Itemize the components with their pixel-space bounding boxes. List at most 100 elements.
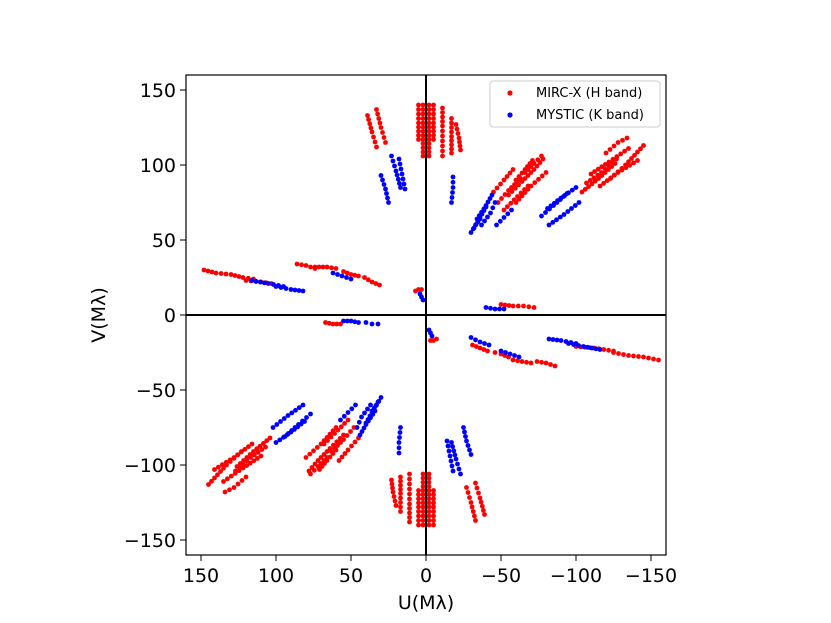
data-point: [327, 431, 333, 437]
data-point: [303, 263, 309, 268]
data-point: [516, 196, 522, 202]
data-point: [316, 264, 322, 270]
data-point: [426, 128, 432, 134]
data-point: [354, 425, 360, 430]
data-point: [307, 451, 313, 457]
data-point: [324, 449, 330, 454]
data-point: [450, 185, 456, 190]
data-point: [473, 337, 478, 343]
data-point: [303, 455, 309, 460]
data-point: [369, 129, 375, 135]
data-point: [420, 488, 426, 493]
data-point: [470, 342, 475, 348]
data-point: [239, 478, 245, 483]
data-point: [320, 264, 326, 270]
data-point: [304, 415, 309, 420]
data-point: [209, 269, 215, 275]
data-point: [431, 522, 436, 528]
data-point: [498, 181, 503, 187]
data-point: [610, 156, 616, 162]
data-point: [528, 164, 534, 169]
data-point: [426, 137, 432, 142]
data-point: [521, 303, 526, 309]
data-point: [555, 198, 560, 204]
data-point: [407, 496, 412, 502]
data-point: [449, 440, 454, 445]
data-point: [420, 496, 426, 502]
data-point: [455, 461, 460, 467]
data-point: [420, 149, 426, 155]
data-point: [321, 458, 327, 463]
legend-marker-mirc-x: [507, 90, 513, 96]
data-point: [420, 471, 426, 477]
data-point: [376, 116, 382, 121]
data-point: [342, 421, 347, 426]
data-point: [407, 519, 412, 525]
data-point: [378, 173, 384, 178]
y-tick-label: 150: [140, 80, 176, 102]
data-point: [324, 455, 330, 460]
data-point: [407, 491, 412, 497]
data-point: [377, 282, 382, 288]
data-point: [426, 102, 432, 108]
data-point: [449, 138, 454, 144]
data-point: [477, 216, 483, 222]
data-point: [333, 266, 339, 271]
data-point: [582, 186, 588, 192]
data-point: [444, 438, 450, 444]
data-point: [334, 321, 340, 327]
data-point: [420, 513, 426, 519]
data-point: [472, 513, 477, 519]
data-point: [384, 191, 389, 196]
zero-lines: [186, 75, 666, 555]
data-point: [255, 456, 260, 461]
data-point: [308, 264, 313, 270]
data-point: [338, 321, 343, 327]
y-tick-label: −100: [124, 455, 176, 477]
data-point: [501, 207, 507, 213]
data-point: [227, 459, 233, 464]
data-point: [281, 416, 287, 421]
data-point: [449, 129, 454, 135]
data-point: [510, 167, 516, 172]
data-point: [383, 140, 388, 145]
data-point: [492, 200, 498, 205]
data-point: [359, 429, 365, 434]
data-point: [426, 513, 432, 519]
data-point: [516, 354, 522, 360]
data-point: [426, 124, 432, 130]
data-point: [576, 343, 581, 348]
data-point: [478, 499, 484, 505]
data-point: [524, 359, 529, 365]
data-point: [420, 111, 426, 117]
data-point: [335, 272, 340, 277]
data-point: [227, 487, 232, 493]
data-point: [479, 222, 484, 228]
data-point: [635, 149, 640, 155]
data-point: [431, 107, 436, 112]
data-point: [398, 500, 403, 505]
data-point: [450, 468, 456, 474]
data-point: [426, 479, 432, 485]
data-point: [420, 500, 426, 506]
data-point: [222, 489, 228, 495]
data-point: [296, 405, 302, 410]
data-point: [449, 125, 454, 130]
data-point: [638, 146, 643, 152]
data-point: [584, 180, 589, 186]
data-point: [261, 441, 266, 446]
data-point: [249, 441, 255, 447]
data-point: [494, 185, 500, 191]
data-point: [606, 347, 611, 353]
data-point: [395, 176, 401, 182]
data-point: [497, 306, 502, 312]
data-point: [519, 179, 525, 184]
data-point: [249, 278, 255, 283]
data-point: [232, 471, 238, 476]
data-point: [440, 148, 445, 154]
data-point: [531, 305, 537, 310]
data-point: [498, 348, 504, 354]
data-point: [426, 484, 432, 489]
data-point: [426, 111, 432, 117]
data-point: [531, 161, 537, 166]
